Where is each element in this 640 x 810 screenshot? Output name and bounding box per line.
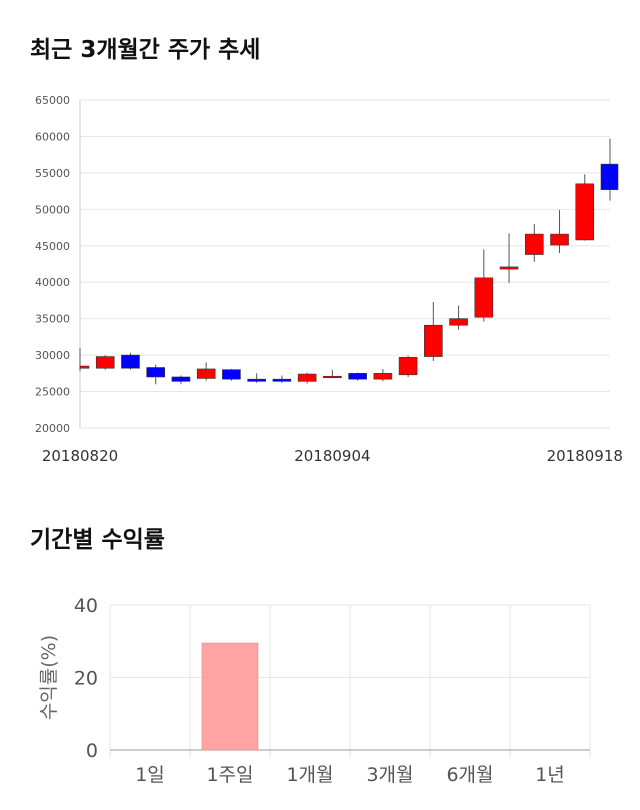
candle-body: [499, 266, 519, 270]
y-tick-label: 55000: [35, 167, 70, 180]
x-tick-label: 1개월: [286, 764, 333, 786]
candle: [575, 174, 595, 241]
candlestick-chart: 20000 25000 30000 35000 40000 45000 50000 55000…: [35, 94, 623, 465]
candle-body: [323, 375, 342, 379]
candle: [373, 368, 393, 382]
returns-chart-title: 기간별 수익률: [30, 527, 165, 553]
y-tick-label: 25000: [35, 386, 70, 399]
y-tick-label: 60000: [35, 130, 70, 143]
candle-body: [171, 376, 191, 382]
candle-body: [449, 318, 468, 326]
candle-body: [550, 233, 569, 246]
candle: [222, 368, 241, 381]
y-tick-label: 40000: [35, 276, 70, 289]
candle: [297, 372, 317, 384]
candle-body: [297, 373, 317, 382]
x-tick-label: 20180904: [294, 447, 370, 465]
candle-body: [373, 373, 393, 380]
y-tick-label: 30000: [35, 349, 70, 362]
x-tick-label: 1일: [135, 764, 165, 786]
candle: [323, 369, 342, 379]
candle-body: [222, 369, 241, 380]
x-tick-label: 1년: [535, 764, 565, 786]
y-tick-label: 65000: [35, 94, 70, 107]
x-tick-label: 3개월: [366, 764, 413, 786]
candle: [196, 362, 216, 381]
candle: [171, 375, 191, 385]
candle-body: [196, 368, 216, 379]
y-tick-label: 35000: [35, 313, 70, 326]
return-bar: [201, 642, 259, 751]
candle-body: [398, 356, 418, 376]
y-axis-label: 수익률(%): [38, 635, 60, 720]
x-tick-label: 20180820: [42, 447, 118, 465]
x-tick-label: 6개월: [446, 764, 493, 786]
candle: [247, 373, 266, 383]
candle-body: [95, 356, 115, 369]
candle: [449, 305, 468, 330]
candle: [121, 352, 140, 370]
candle-body: [348, 373, 367, 380]
candle: [95, 355, 115, 370]
candle: [524, 223, 544, 262]
candle: [79, 347, 90, 372]
candle-body: [247, 378, 266, 382]
candle: [348, 372, 367, 381]
trend-chart-title: 최근 3개월간 주가 추세: [30, 37, 261, 63]
candle: [424, 301, 443, 361]
candle-body: [474, 277, 494, 318]
candle: [272, 375, 292, 383]
candle-body: [79, 365, 90, 369]
candle: [146, 364, 166, 385]
candle-body: [600, 163, 619, 190]
y-tick-label: 40: [74, 595, 98, 617]
candle: [499, 233, 519, 283]
candle: [398, 355, 418, 377]
y-tick-label: 45000: [35, 240, 70, 253]
candle: [600, 138, 619, 201]
candle-body: [575, 183, 595, 241]
candle: [550, 210, 569, 254]
y-tick-label: 20000: [35, 422, 70, 435]
candle: [474, 249, 494, 322]
x-tick-label: 1주일: [206, 764, 253, 786]
y-tick-label: 0: [86, 740, 98, 762]
candle-body: [272, 378, 292, 382]
y-tick-label: 50000: [35, 203, 70, 216]
returns-bar-chart: 0 20 40 수익률(%) 1일 1주일 1개월 3개월 6개월 1년: [38, 595, 591, 786]
x-tick-label: 20180918: [547, 447, 623, 465]
candle-body: [524, 233, 544, 255]
candle-body: [146, 367, 166, 378]
candle-body: [121, 354, 140, 369]
y-tick-label: 20: [74, 668, 98, 690]
candle-body: [424, 324, 443, 357]
